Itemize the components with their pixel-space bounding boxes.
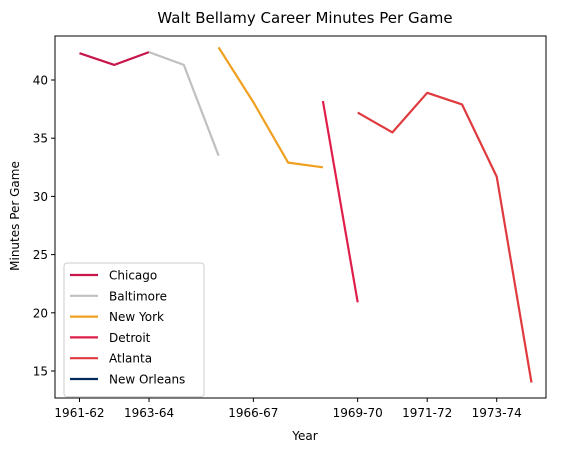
- x-tick-label: 1971-72: [402, 406, 452, 420]
- series-line-new-york: [217, 46, 324, 169]
- x-tick-label: 1963-64: [124, 406, 174, 420]
- series-line-atlanta: [357, 91, 533, 383]
- x-tick-label: 1969-70: [333, 406, 383, 420]
- plot-frame: [54, 35, 547, 399]
- legend-label: Detroit: [109, 331, 151, 345]
- axes-layer: 15 20 25 30 35 40 1961-62 1963-64 1966-67 1969-70…: [33, 35, 547, 420]
- legend-label: New York: [109, 310, 164, 324]
- series-line-baltimore: [148, 51, 220, 157]
- y-tick-label: 25: [33, 248, 48, 262]
- x-axis-label: Year: [291, 429, 317, 443]
- y-tick-label: 40: [33, 74, 48, 88]
- x-tick-label: 1961-62: [54, 406, 104, 420]
- y-tick-label: 35: [33, 132, 48, 146]
- x-tick-label: 1973-74: [472, 406, 522, 420]
- x-tick-label: 1966-67: [228, 406, 278, 420]
- legend: Chicago Baltimore New York Detroit Atlanta Ne…: [63, 262, 205, 398]
- y-axis-label: Minutes Per Game: [8, 161, 22, 271]
- y-tick-label: 30: [33, 190, 48, 204]
- legend-box: [63, 262, 205, 398]
- series-line-chicago: [79, 51, 150, 67]
- legend-label: Atlanta: [109, 352, 152, 366]
- chart-title: Walt Bellamy Career Minutes Per Game: [157, 9, 452, 27]
- legend-label: Chicago: [109, 269, 157, 283]
- y-tick-label: 15: [33, 365, 48, 379]
- series-line-detroit: [321, 100, 359, 303]
- y-tick-label: 20: [33, 306, 48, 320]
- series-layer: [79, 46, 533, 383]
- legend-label: New Orleans: [109, 373, 185, 387]
- legend-label: Baltimore: [109, 289, 167, 303]
